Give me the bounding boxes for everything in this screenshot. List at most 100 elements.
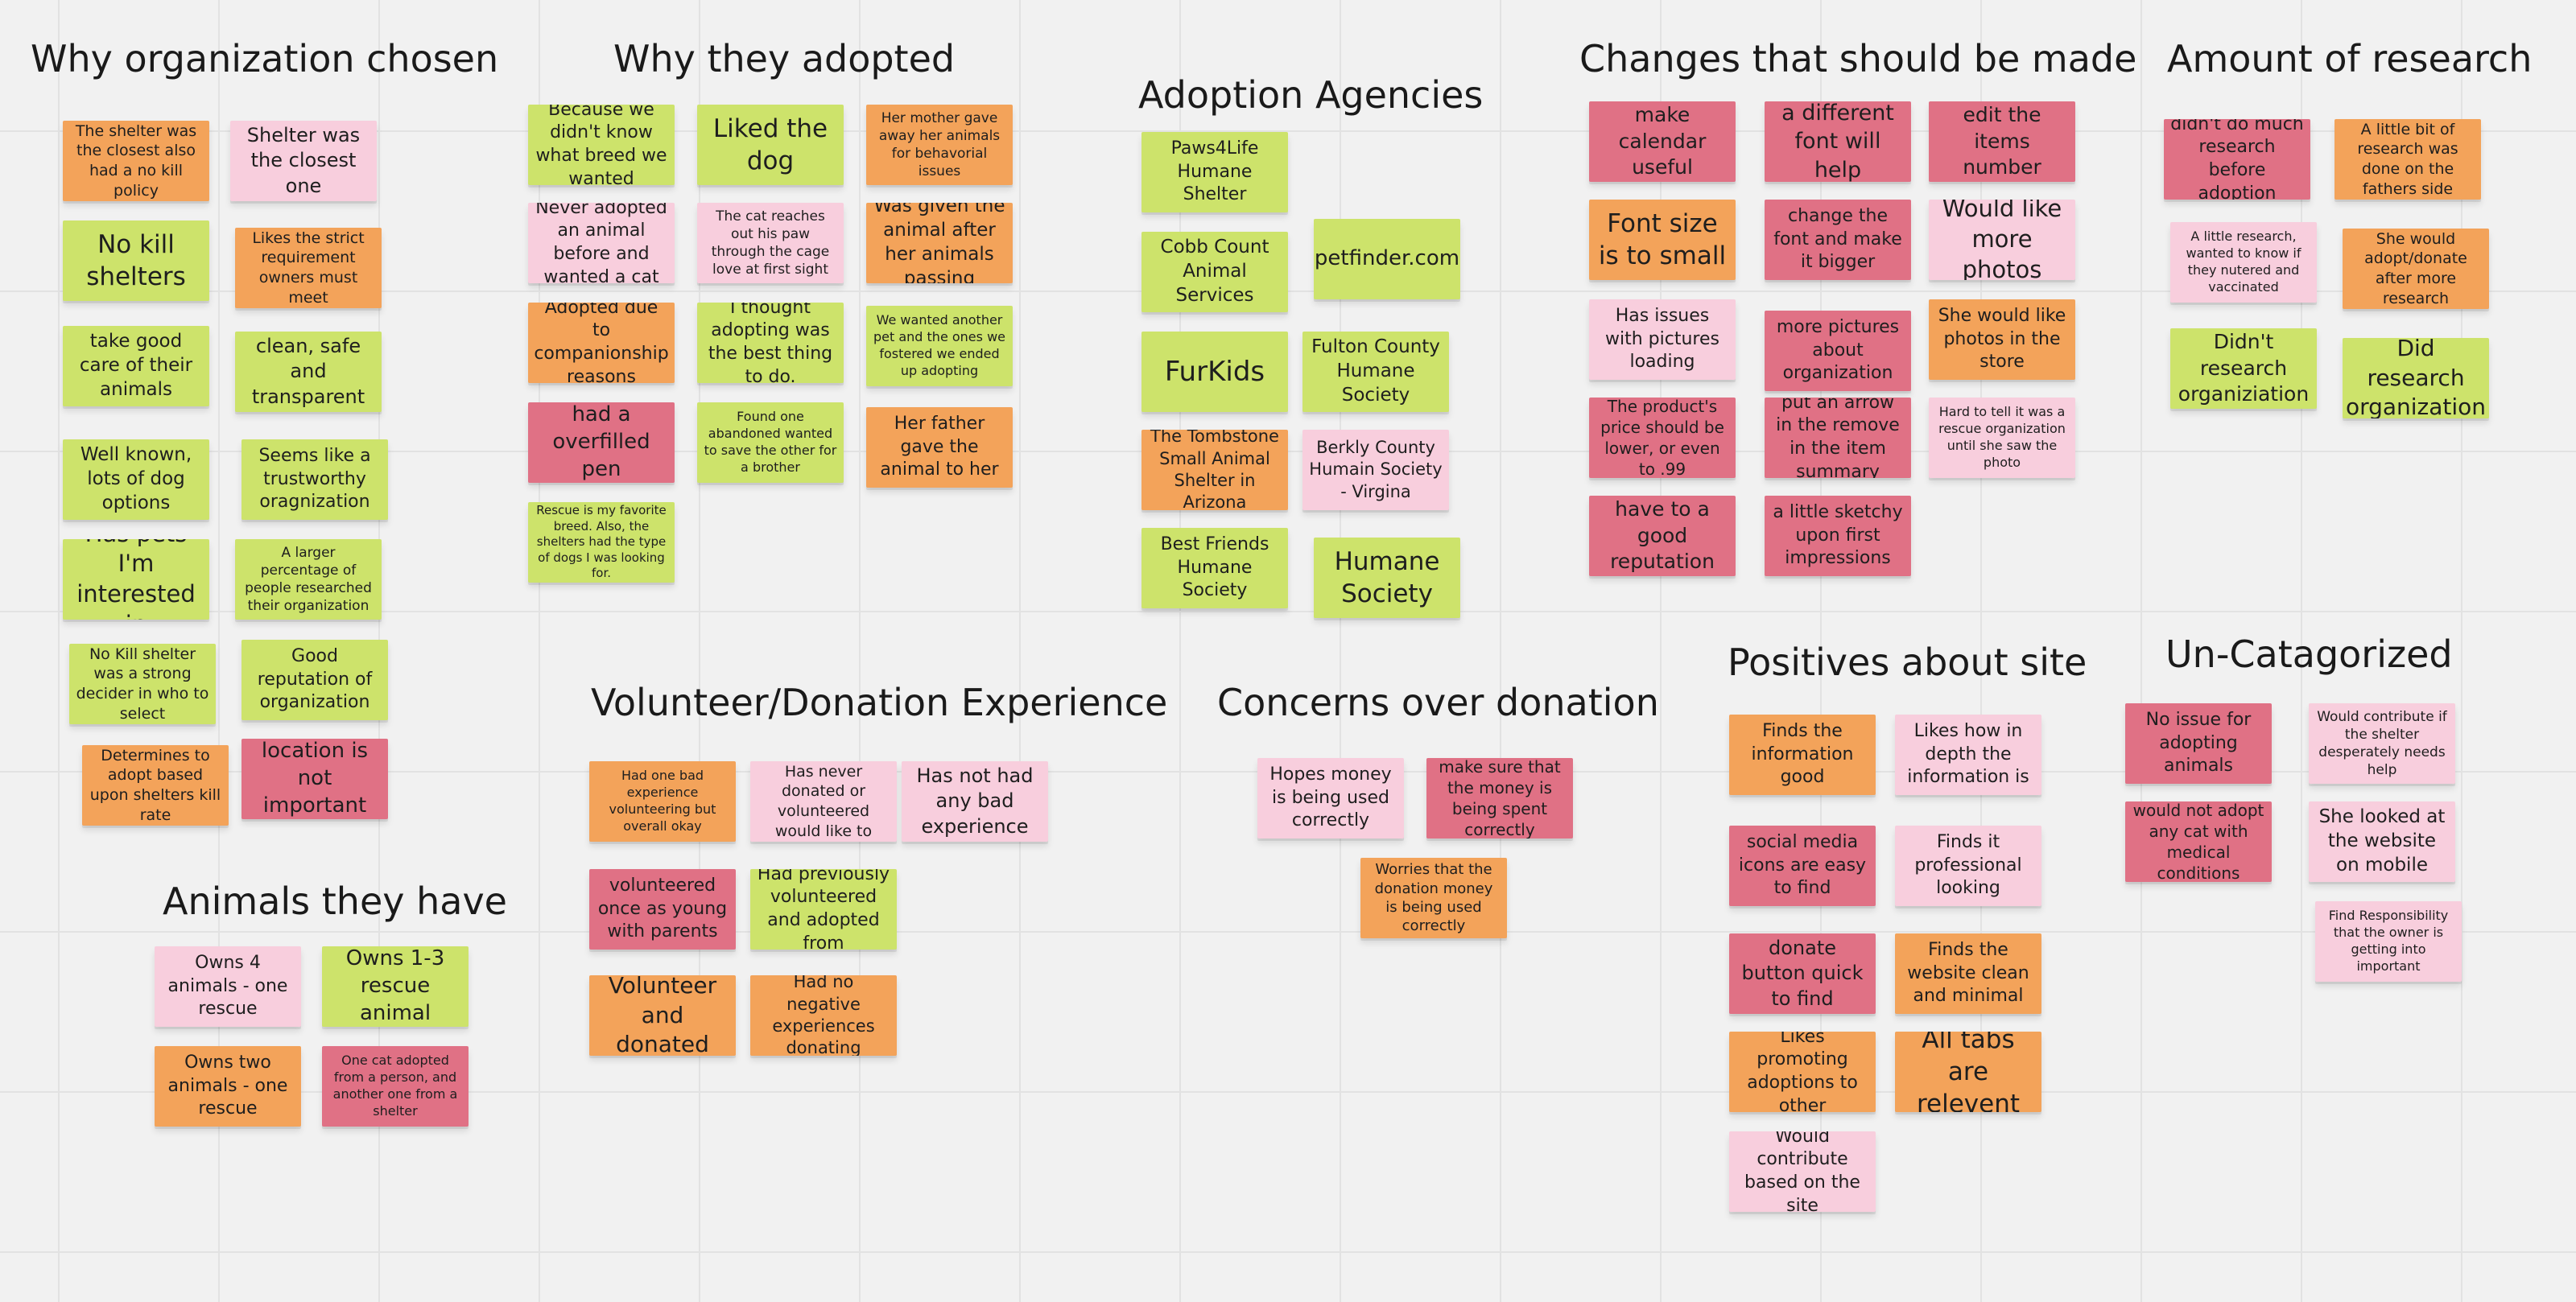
- sticky-note[interactable]: I thought adopting was the best thing to…: [697, 303, 844, 383]
- sticky-note[interactable]: Has never donated or volunteered would l…: [750, 761, 897, 842]
- sticky-note[interactable]: No issue for adopting animals: [2125, 703, 2272, 784]
- sticky-note[interactable]: put an arrow in the remove in the item s…: [1765, 398, 1911, 478]
- sticky-note[interactable]: Fulton County Humane Society: [1302, 332, 1449, 412]
- sticky-note[interactable]: Shelter was the closest one: [230, 121, 377, 201]
- sticky-note[interactable]: Paws4Life Humane Shelter: [1141, 132, 1288, 212]
- sticky-note[interactable]: Worries that the donation money is being…: [1360, 858, 1507, 938]
- sticky-note[interactable]: Has not had any bad experience: [902, 761, 1048, 842]
- heading-amount-of-research[interactable]: Amount of research: [2167, 37, 2533, 80]
- sticky-note[interactable]: clean, safe and transparent: [235, 332, 382, 412]
- sticky-note-text: Shelter was the closest one: [246, 124, 361, 197]
- sticky-note[interactable]: Hopes money is being used correctly: [1257, 758, 1404, 838]
- sticky-note[interactable]: more pictures about organization: [1765, 311, 1911, 391]
- sticky-note[interactable]: Find Responsibility that the owner is ge…: [2315, 901, 2462, 982]
- sticky-note[interactable]: Rescue is my favorite breed. Also, the s…: [528, 502, 675, 583]
- sticky-note[interactable]: The Tombstone Small Animal Shelter in Ar…: [1141, 430, 1288, 510]
- sticky-note[interactable]: Had no negative experiences donating: [750, 975, 897, 1056]
- sticky-note[interactable]: Finds the website clean and minimal: [1895, 933, 2041, 1014]
- sticky-note[interactable]: Because we didn't know what breed we wan…: [528, 105, 675, 185]
- sticky-note-text: Determines to adopt based upon shelters …: [89, 746, 221, 824]
- sticky-note[interactable]: Had previously volunteered and adopted f…: [750, 869, 897, 950]
- heading-positives-about-site[interactable]: Positives about site: [1728, 641, 2087, 684]
- sticky-note-text: Likes how in depth the information is: [1907, 721, 2029, 788]
- sticky-note[interactable]: have to a good reputation: [1589, 496, 1736, 576]
- sticky-note[interactable]: Likes how in depth the information is: [1895, 715, 2041, 795]
- sticky-note[interactable]: Her father gave the animal to her: [866, 407, 1013, 488]
- sticky-note[interactable]: A little bit of research was done on the…: [2334, 119, 2481, 200]
- sticky-note[interactable]: No Kill shelter was a strong decider in …: [69, 644, 216, 724]
- heading-concerns-over-donation[interactable]: Concerns over donation: [1217, 681, 1659, 724]
- heading-animals-they-have[interactable]: Animals they have: [163, 880, 507, 923]
- sticky-note[interactable]: Found one abandoned wanted to save the o…: [697, 402, 844, 483]
- sticky-note[interactable]: The product's price should be lower, or …: [1589, 398, 1736, 478]
- sticky-note[interactable]: The shelter was the closest also had a n…: [63, 121, 209, 201]
- heading-volunteer-donation-experience[interactable]: Volunteer/Donation Experience: [591, 681, 1168, 724]
- sticky-note[interactable]: would not adopt any cat with medical con…: [2125, 801, 2272, 882]
- sticky-note[interactable]: Well known, lots of dog options: [63, 439, 209, 520]
- sticky-note[interactable]: Adopted due to companionship reasons: [528, 303, 675, 383]
- heading-adoption-agencies[interactable]: Adoption Agencies: [1138, 73, 1484, 117]
- heading-why-they-adopted[interactable]: Why they adopted: [613, 37, 956, 80]
- sticky-note[interactable]: didn't do much research before adoption: [2164, 119, 2310, 200]
- sticky-note[interactable]: Would contribute if the shelter desperat…: [2309, 703, 2455, 784]
- sticky-note[interactable]: A little research, wanted to know if the…: [2170, 222, 2317, 303]
- sticky-note-text: Her father gave the animal to her: [880, 414, 999, 480]
- sticky-note[interactable]: No kill shelters: [63, 220, 209, 301]
- sticky-note[interactable]: Was given the animal after her animals p…: [866, 203, 1013, 283]
- sticky-note[interactable]: Berkly County Humain Society - Virgina: [1302, 430, 1449, 510]
- sticky-note[interactable]: Determines to adopt based upon shelters …: [82, 745, 229, 826]
- sticky-note[interactable]: a little sketchy upon first impressions: [1765, 496, 1911, 576]
- heading-why-organization-chosen[interactable]: Why organization chosen: [31, 37, 499, 80]
- sticky-note[interactable]: Good reputation of organization: [242, 640, 388, 720]
- sticky-note[interactable]: edit the items number: [1929, 101, 2075, 182]
- sticky-note[interactable]: location is not important: [242, 739, 388, 819]
- sticky-note[interactable]: Volunteer and donated: [589, 975, 736, 1056]
- sticky-note[interactable]: FurKids: [1141, 332, 1288, 412]
- sticky-note[interactable]: The cat reaches out his paw through the …: [697, 203, 844, 283]
- sticky-note[interactable]: She looked at the website on mobile: [2309, 801, 2455, 882]
- sticky-note[interactable]: Had one bad experience volunteering but …: [589, 761, 736, 842]
- sticky-note[interactable]: Her mother gave away her animals for beh…: [866, 105, 1013, 185]
- sticky-note-text: The Tombstone Small Animal Shelter in Ar…: [1150, 430, 1279, 510]
- sticky-note[interactable]: volunteered once as young with parents: [589, 869, 736, 950]
- sticky-note[interactable]: Best Friends Humane Society: [1141, 528, 1288, 608]
- sticky-note[interactable]: had a overfilled pen: [528, 402, 675, 483]
- sticky-note[interactable]: Did research organization: [2343, 338, 2489, 418]
- sticky-note[interactable]: make sure that the money is being spent …: [1426, 758, 1573, 838]
- sticky-note[interactable]: petfinder.com: [1314, 219, 1460, 299]
- sticky-note[interactable]: Humane Society: [1314, 538, 1460, 618]
- sticky-note[interactable]: Seems like a trustworthy oragnization: [242, 439, 388, 520]
- heading-un-catagorized[interactable]: Un-Catagorized: [2165, 632, 2453, 676]
- sticky-note[interactable]: Owns 1-3 rescue animal: [322, 946, 469, 1027]
- sticky-note[interactable]: One cat adopted from a person, and anoth…: [322, 1046, 469, 1127]
- sticky-note[interactable]: Has issues with pictures loading: [1589, 299, 1736, 380]
- sticky-note[interactable]: a different font will help: [1765, 101, 1911, 182]
- sticky-note[interactable]: Would like more photos: [1929, 200, 2075, 280]
- sticky-note[interactable]: change the font and make it bigger: [1765, 200, 1911, 280]
- sticky-note[interactable]: Didn't research organiziation: [2170, 328, 2317, 409]
- sticky-note-text: have to a good reputation: [1610, 497, 1715, 574]
- sticky-note[interactable]: take good care of their animals: [63, 326, 209, 406]
- sticky-note[interactable]: Would contribute based on the site: [1729, 1131, 1876, 1212]
- sticky-note[interactable]: Has pets I'm interested in: [63, 539, 209, 620]
- sticky-note[interactable]: All tabs are relevent: [1895, 1032, 2041, 1112]
- sticky-note[interactable]: Owns two animals - one rescue: [155, 1046, 301, 1127]
- sticky-note[interactable]: Liked the dog: [697, 105, 844, 185]
- sticky-note[interactable]: Finds the information good: [1729, 715, 1876, 795]
- sticky-note[interactable]: She would adopt/donate after more resear…: [2343, 229, 2489, 309]
- sticky-note[interactable]: make calendar useful: [1589, 101, 1736, 182]
- sticky-note[interactable]: We wanted another pet and the ones we fo…: [866, 306, 1013, 386]
- sticky-note[interactable]: Hard to tell it was a rescue organizatio…: [1929, 398, 2075, 478]
- sticky-note[interactable]: Cobb Count Animal Services: [1141, 232, 1288, 312]
- sticky-note[interactable]: A larger percentage of people researched…: [235, 539, 382, 620]
- heading-changes-that-should-be-made[interactable]: Changes that should be made: [1579, 37, 2137, 80]
- sticky-note[interactable]: Likes the strict requirement owners must…: [235, 228, 382, 308]
- sticky-note[interactable]: Never adopted an animal before and wante…: [528, 203, 675, 283]
- sticky-note[interactable]: donate button quick to find: [1729, 933, 1876, 1014]
- sticky-note[interactable]: social media icons are easy to find: [1729, 826, 1876, 906]
- sticky-note[interactable]: Font size is to small: [1589, 200, 1736, 280]
- sticky-note[interactable]: Owns 4 animals - one rescue: [155, 946, 301, 1027]
- sticky-note[interactable]: Finds it professional looking: [1895, 826, 2041, 906]
- sticky-note[interactable]: She would like photos in the store: [1929, 299, 2075, 380]
- sticky-note[interactable]: Likes promoting adoptions to other: [1729, 1032, 1876, 1112]
